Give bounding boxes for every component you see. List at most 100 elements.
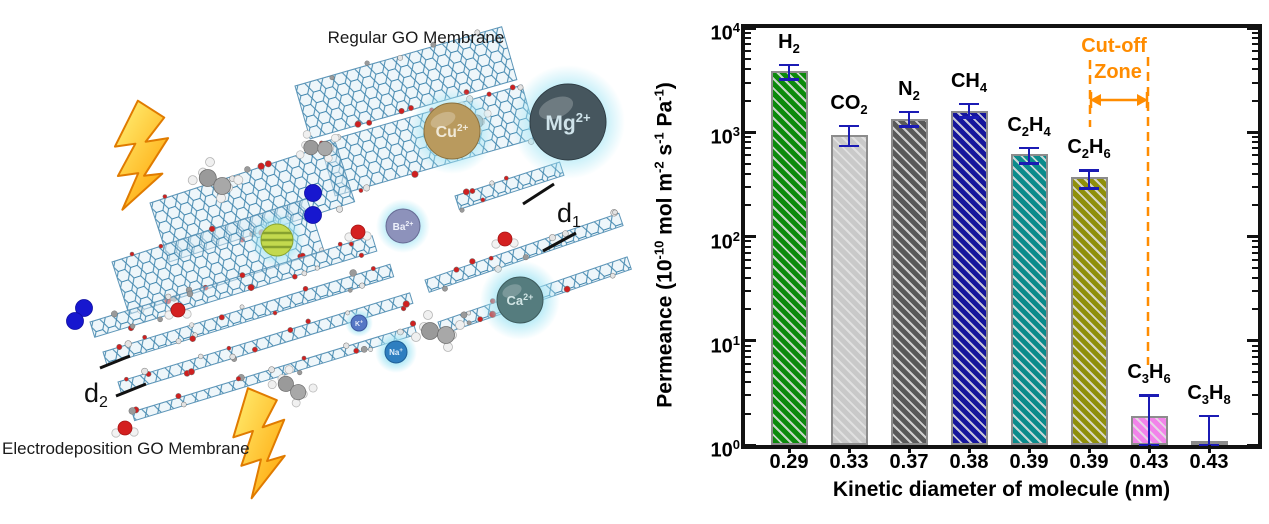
y-minor-tick-left xyxy=(745,43,751,46)
error-bar-cap-top-CH4 xyxy=(959,102,979,106)
y-minor-tick-left xyxy=(745,251,751,254)
bar-CH4 xyxy=(950,110,988,445)
y-minor-tick-left xyxy=(745,394,751,397)
y-minor-tick-right xyxy=(1252,31,1258,34)
error-bar-cap-top-CO2 xyxy=(839,124,859,128)
ion-ba: Ba2+ xyxy=(376,199,430,253)
x-tick-mark-3 xyxy=(967,445,971,453)
cutoff-label-line2: Zone xyxy=(1094,61,1142,83)
y-major-tick-left xyxy=(745,443,756,447)
error-bar-cap-top-H2 xyxy=(779,63,799,67)
y-minor-tick-right xyxy=(1252,162,1258,165)
gas-molecule xyxy=(187,157,244,204)
y-minor-tick-left xyxy=(745,136,751,139)
y-minor-tick-left xyxy=(745,68,751,71)
gas-molecule xyxy=(296,130,340,163)
error-bar-line-C2H6 xyxy=(1087,170,1091,189)
k-ion-sphere xyxy=(350,314,368,332)
y-minor-tick-right xyxy=(1252,50,1258,53)
gas-label-CH4: CH4 xyxy=(950,69,988,95)
y-minor-tick-left xyxy=(745,371,751,374)
lightning-icon xyxy=(113,99,170,211)
y-major-tick-left xyxy=(745,130,756,134)
error-bar-line-C3H8 xyxy=(1207,415,1211,445)
y-major-tick-right xyxy=(1247,339,1258,343)
y-minor-tick-left xyxy=(745,276,751,279)
ca-ion-sphere xyxy=(496,276,544,324)
bar-N2 xyxy=(890,118,928,445)
y-minor-tick-right xyxy=(1252,136,1258,139)
go-sheet xyxy=(102,263,395,366)
y-minor-tick-left xyxy=(745,240,751,243)
d1-label: d1 xyxy=(557,198,581,231)
gas-and-water-molecules xyxy=(66,101,519,438)
y-minor-tick-left xyxy=(745,245,751,248)
y-major-tick-right xyxy=(1247,443,1258,447)
y-minor-tick-right xyxy=(1252,344,1258,347)
d2-label: d2 xyxy=(84,378,108,411)
error-bar-line-C2H4 xyxy=(1027,147,1031,164)
na-ion-label: Na+ xyxy=(389,348,403,357)
bar-C2H6 xyxy=(1070,177,1108,445)
error-bar-line-CH4 xyxy=(967,103,971,118)
y-minor-tick-left xyxy=(745,141,751,144)
gas-molecule xyxy=(411,310,465,352)
y-minor-tick-left xyxy=(745,204,751,207)
x-tick-label-1: 0.33 xyxy=(829,451,869,473)
x-tick-mark-4 xyxy=(1027,445,1031,453)
y-minor-tick-right xyxy=(1252,349,1258,352)
gas-label-C3H8: C3H8 xyxy=(1187,381,1231,407)
y-minor-tick-left xyxy=(745,290,751,292)
gas-label-H2: H2 xyxy=(778,31,800,57)
y-minor-tick-left xyxy=(745,185,751,188)
hydrated-particle xyxy=(250,213,304,267)
y-minor-tick-left xyxy=(745,37,751,40)
bar-CO2 xyxy=(830,135,868,445)
go-membrane-illustration: Mg2+ Cu2+ Ba2+ Ca2+ Na+ K+ d1 d2 Regu xyxy=(0,0,640,519)
error-bar-cap-top-C2H4 xyxy=(1019,146,1039,149)
cutoff-zone-annotation: Cut-off Zone xyxy=(1081,35,1150,365)
y-minor-tick-left xyxy=(745,308,751,311)
error-bar-cap-top-C3H6 xyxy=(1139,394,1159,397)
gas-label-CO2: CO2 xyxy=(830,91,868,117)
permeance-bar-chart: H2 0.29 CO2 0.33 N2 0.37 CH4 0.38 C2H4 0.39 C2H6 0.… xyxy=(640,0,1269,519)
bar-C2H4 xyxy=(1010,153,1048,445)
mg-ion-sphere xyxy=(529,83,607,161)
y-tick-label-10e4: 104 xyxy=(710,20,740,45)
error-bar-cap-top-C2H6 xyxy=(1079,169,1099,172)
error-bar-cap-top-N2 xyxy=(899,110,919,114)
y-minor-tick-left xyxy=(745,81,751,84)
y-minor-tick-left xyxy=(745,355,751,358)
x-tick-label-2: 0.37 xyxy=(889,451,929,473)
y-minor-tick-left xyxy=(745,412,751,415)
y-minor-tick-left xyxy=(745,147,751,150)
n2-molecule xyxy=(66,299,93,330)
y-minor-tick-right xyxy=(1252,141,1258,144)
cutoff-arrowhead-left xyxy=(1090,94,1101,106)
y-minor-tick-left xyxy=(745,349,751,352)
error-bar-cap-bottom-CH4 xyxy=(959,116,979,119)
lightning-icon xyxy=(232,387,286,500)
error-bar-cap-bottom-N2 xyxy=(899,125,919,128)
y-minor-tick-right xyxy=(1252,204,1258,207)
error-bar-line-C3H6 xyxy=(1147,395,1151,445)
ion-ca: Ca2+ xyxy=(480,260,560,340)
y-minor-tick-right xyxy=(1252,394,1258,397)
y-major-tick-right xyxy=(1247,130,1258,134)
gas-label-N2: N2 xyxy=(898,78,920,104)
go-sheet xyxy=(89,235,378,338)
y-minor-tick-left xyxy=(745,362,751,365)
y-minor-tick-right xyxy=(1252,371,1258,374)
y-minor-tick-right xyxy=(1252,68,1258,71)
y-minor-tick-right xyxy=(1252,381,1258,384)
y-major-tick-left xyxy=(745,339,756,343)
y-tick-label-10e1: 101 xyxy=(710,332,740,358)
ba-ion-label: Ba2+ xyxy=(393,221,414,233)
go-illustration-svg: Mg2+ Cu2+ Ba2+ Ca2+ Na+ K+ d1 d2 Regu xyxy=(2,26,632,500)
y-minor-tick-right xyxy=(1252,266,1258,269)
error-bar-cap-top-C3H8 xyxy=(1199,414,1219,418)
y-major-tick-right xyxy=(1247,235,1258,238)
cutoff-label-line1: Cut-off xyxy=(1081,35,1147,57)
error-bar-cap-bottom-C2H6 xyxy=(1079,187,1099,190)
bar-H2 xyxy=(770,70,808,445)
